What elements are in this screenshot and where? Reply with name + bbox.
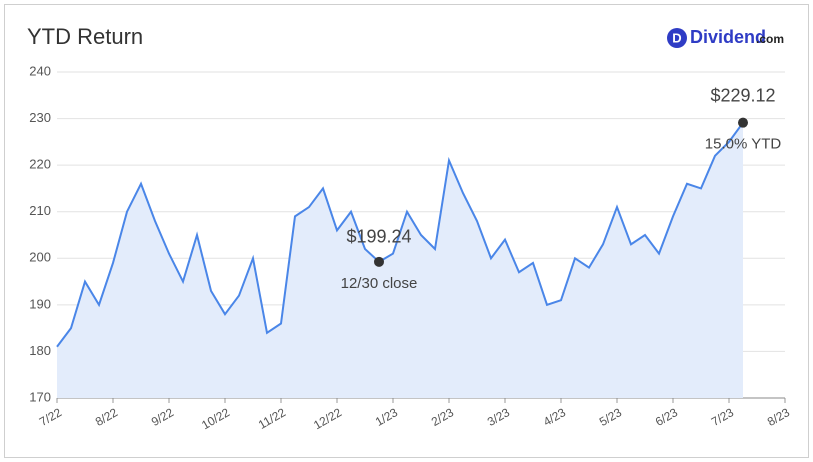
logo-suffix: .com	[756, 32, 784, 46]
y-tick-label: 220	[29, 157, 51, 172]
logo-icon	[667, 28, 687, 48]
y-tick-label: 200	[29, 250, 51, 265]
value-label: $199.24	[346, 227, 411, 247]
marker	[738, 117, 748, 128]
area	[57, 122, 743, 399]
line	[56, 122, 744, 348]
note: 15.0% YTD	[705, 136, 782, 153]
y-tick-label: 210	[29, 203, 51, 218]
value-label: $229.12	[710, 85, 775, 105]
chart-title: YTD Return	[27, 24, 143, 49]
marker	[374, 256, 384, 267]
y-tick-label: 180	[29, 343, 51, 358]
logo-letter: D	[672, 30, 681, 45]
note: 12/30 close	[341, 275, 418, 292]
logo[interactable]: D Dividend .com	[667, 27, 784, 48]
logo-name: Dividend	[690, 27, 766, 47]
y-tick-label: 230	[29, 110, 51, 125]
y-tick-label: 170	[29, 389, 51, 404]
y-tick-label: 240	[29, 63, 51, 78]
y-tick-label: 190	[29, 296, 51, 311]
